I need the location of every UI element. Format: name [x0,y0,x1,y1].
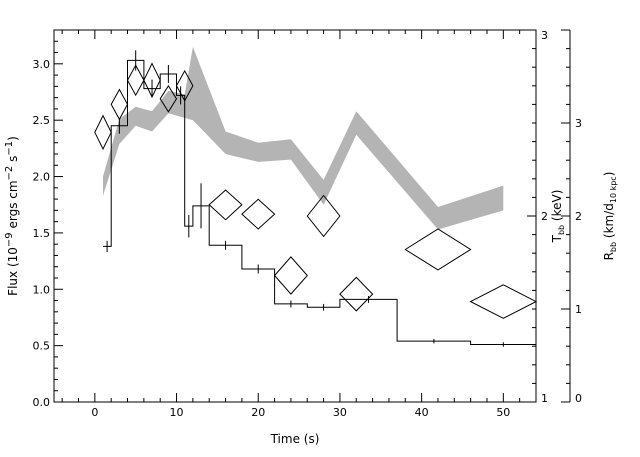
temperature-diamond-3 [143,62,161,99]
x-tick-label: 50 [496,406,510,419]
tbb-tick-label: 1 [541,392,548,405]
x-tick-label: 20 [251,406,265,419]
rbb-label-sub2: 10 kpc [609,176,618,203]
flux-band-polygon [103,46,504,230]
rbb-tick-label: 3 [575,117,582,130]
rbb-label-mid: (km/d [602,203,616,242]
left-axis-title-box: Flux (10−9 ergs cm−2 s−1) [4,136,20,296]
temperature-diamond-12 [469,284,538,319]
flux-band-layer [103,46,504,230]
left-tick-label: 1.0 [33,283,51,296]
temperature-diamond-10 [339,276,374,312]
x-axis-title: Time (s) [270,432,320,446]
x-tick-label: 10 [170,406,184,419]
left-tick-label: 3.0 [33,58,51,71]
left-tick-label: 0.5 [33,340,51,353]
rbb-label-end: ) [602,172,616,177]
left-tick-label: 2.5 [33,114,51,127]
rbb-tick-label: 2 [575,210,582,223]
temperature-diamond-7 [241,198,276,230]
temperature-diamonds-layer [94,62,538,319]
temperature-diamond-6 [208,189,243,221]
axes-layer [53,29,571,403]
x-tick-label: 30 [333,406,347,419]
outer-right-axis-title: Rbb (km/d10 kpc) [602,172,618,261]
x-tick-label: 40 [415,406,429,419]
rbb-label-sub: bb [609,242,618,252]
rbb-tick-label: 1 [575,303,582,316]
temperature-diamond-11 [404,228,472,271]
tbb-label-sub: bb [557,225,566,235]
rbb-label-main: R [602,252,616,260]
tbb-label-main: T [550,234,564,243]
left-tick-label: 2.0 [33,171,51,184]
flux-histogram-layer [103,50,536,347]
x-tick-label: 0 [91,406,98,419]
left-tick-label: 1.5 [33,227,51,240]
tbb-label-rest: (keV) [550,190,564,225]
inner-right-axis-title: Tbb (keV) [550,190,566,244]
rbb-tick-label: 0 [575,392,582,405]
tbb-tick-label: 2 [541,210,548,223]
temperature-diamond-0 [94,114,112,151]
temperature-diamond-9 [306,194,341,238]
temperature-diamond-1 [110,88,129,121]
temperature-diamond-5 [175,69,194,102]
tbb-tick-label: 3 [541,29,548,42]
left-axis-title: Flux (10−9 ergs cm−2 s−1) [4,136,20,296]
temperature-diamond-4 [159,84,178,113]
temperature-diamond-8 [273,256,308,295]
left-tick-label: 0.0 [33,396,51,409]
